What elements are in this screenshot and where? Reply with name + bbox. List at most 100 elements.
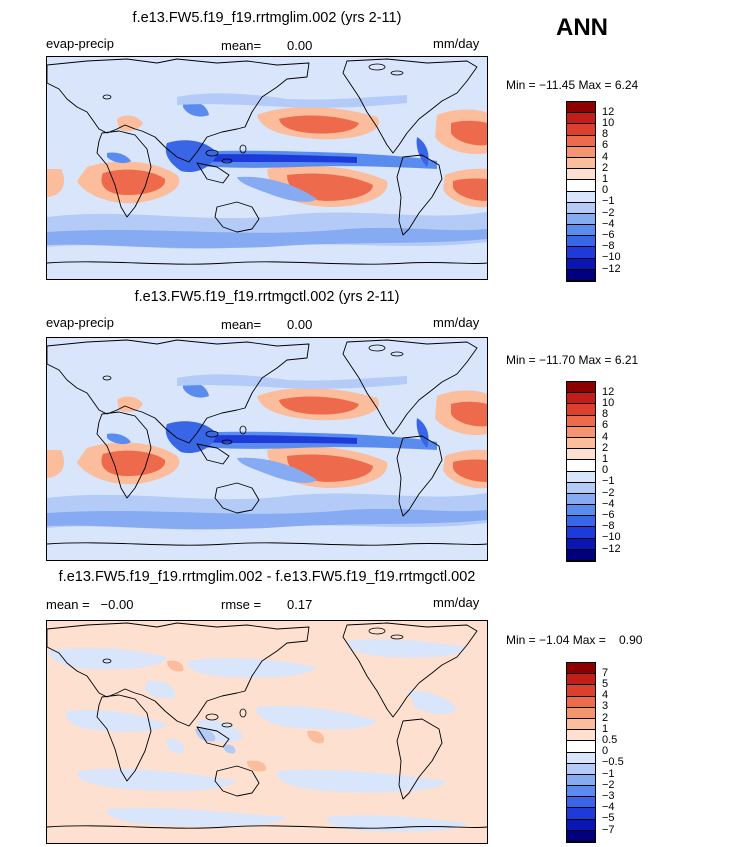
island-coastline <box>221 722 233 728</box>
colorbar-label: 8 <box>602 128 609 141</box>
island-coastline <box>205 430 219 438</box>
colorbar-label: 0 <box>602 464 609 477</box>
colorbar-swatch <box>567 707 595 719</box>
colorbar-swatch <box>567 830 595 842</box>
negative-anomaly <box>276 769 447 793</box>
coastline <box>396 435 443 517</box>
coastline <box>342 622 478 718</box>
colorbar-label: 0 <box>602 184 609 197</box>
negative-anomaly <box>347 639 467 658</box>
colorbar-label: −2 <box>602 778 615 791</box>
colorbar-label: −5 <box>602 812 615 825</box>
colorbar-label: 0.5 <box>602 733 618 746</box>
colorbar-swatch <box>567 460 595 472</box>
colorbar-swatch <box>567 382 595 394</box>
colorbar: 12 10 8 6 4 2 1 0 −1 −2 −4 −6 −8 −10 −12 <box>566 101 621 282</box>
negative-core <box>223 744 236 754</box>
colorbar-swatch <box>567 819 595 831</box>
coastline <box>196 162 230 184</box>
colorbar-label: −12 <box>602 262 621 275</box>
colorbar-label: 2 <box>602 711 609 724</box>
colorbar-swatch <box>567 786 595 798</box>
mean-readout: mean = −0.00 <box>46 597 134 612</box>
itcz-core <box>187 154 357 163</box>
colorbar-label: −7 <box>602 823 615 836</box>
island-coastline <box>368 63 386 71</box>
amazon-rain <box>416 137 429 167</box>
coastline <box>396 718 443 800</box>
colorbar-swatch <box>567 718 595 731</box>
island-coastline <box>221 439 233 445</box>
coastline <box>47 58 310 163</box>
coastline <box>196 726 230 748</box>
colorbar-swatch <box>567 741 595 753</box>
island-coastline <box>368 344 386 352</box>
mean-label: mean= <box>221 38 262 53</box>
variable-label: evap-precip <box>46 36 114 51</box>
colorbar-label: 6 <box>602 139 609 152</box>
colorbar-swatch <box>567 505 595 517</box>
colorbar-label: −1 <box>602 767 615 780</box>
arctic-band <box>47 338 487 364</box>
colorbar-label: −1 <box>602 195 615 208</box>
island-coastline <box>102 375 112 381</box>
north-storm-track <box>177 93 407 108</box>
island-coastline <box>239 144 247 154</box>
monsoon-rain <box>183 382 209 398</box>
colorbar-swatch <box>567 752 595 764</box>
colorbar-label: −4 <box>602 217 615 230</box>
mean-value: 0.00 <box>287 38 313 53</box>
colorbar-swatch <box>567 437 595 450</box>
island-coastline <box>102 658 112 664</box>
colorbar-swatch <box>567 191 595 203</box>
negative-anomaly <box>106 807 288 827</box>
evaporation-core <box>453 459 487 482</box>
colorbar-label: −6 <box>602 508 615 521</box>
negative-anomaly <box>65 709 167 732</box>
island-coastline <box>368 627 386 635</box>
coastline <box>96 411 152 499</box>
spcz-band <box>237 457 317 483</box>
negative-anomaly <box>166 738 185 754</box>
coastline <box>196 443 230 465</box>
coastline <box>47 622 310 727</box>
colorbar-label: 12 <box>602 385 615 398</box>
antarctica-coastline <box>47 825 487 829</box>
colorbar-label: −1 <box>602 475 615 488</box>
colorbar-label: 10 <box>602 116 615 129</box>
colorbar-label: 0 <box>602 745 609 758</box>
colorbar-swatch <box>567 269 595 281</box>
colorbar-swatch <box>567 516 595 528</box>
min-max-readout: Min = −11.70 Max = 6.21 <box>506 353 639 367</box>
coastline <box>342 58 478 154</box>
evaporation-zone <box>47 450 65 478</box>
colorbar-label: 10 <box>602 396 615 409</box>
colorbar-strip <box>566 101 596 282</box>
colorbar-swatch <box>567 124 595 136</box>
storm-track-band <box>47 227 487 249</box>
coastline <box>396 154 443 236</box>
mean-value: 0.00 <box>287 317 313 332</box>
colorbar-swatch <box>567 157 595 170</box>
island-coastline <box>390 351 404 357</box>
colorbar-swatch <box>567 393 595 405</box>
colorbar-label: −4 <box>602 801 615 814</box>
arctic-band <box>47 57 487 83</box>
coastline <box>342 339 478 435</box>
colorbar-swatch <box>567 169 595 181</box>
north-storm-track <box>177 374 407 389</box>
colorbar-strip <box>566 381 596 562</box>
colorbar-swatch <box>567 258 595 270</box>
colorbar-swatch <box>567 493 595 506</box>
colorbar-label: −3 <box>602 789 615 802</box>
evaporation-core <box>101 450 166 476</box>
island-coastline <box>390 70 404 76</box>
island-coastline <box>205 149 219 157</box>
colorbar-label: 4 <box>602 430 609 443</box>
positive-anomaly <box>307 730 325 744</box>
antarctica-coastline <box>47 261 487 265</box>
colorbar-label: −4 <box>602 497 615 510</box>
colorbar-swatch <box>567 797 595 809</box>
island-coastline <box>221 158 233 164</box>
colorbar: 7 5 4 3 2 1 0.5 0 −0.5 −1 −2 −3 −4 −5 −7 <box>566 662 624 843</box>
